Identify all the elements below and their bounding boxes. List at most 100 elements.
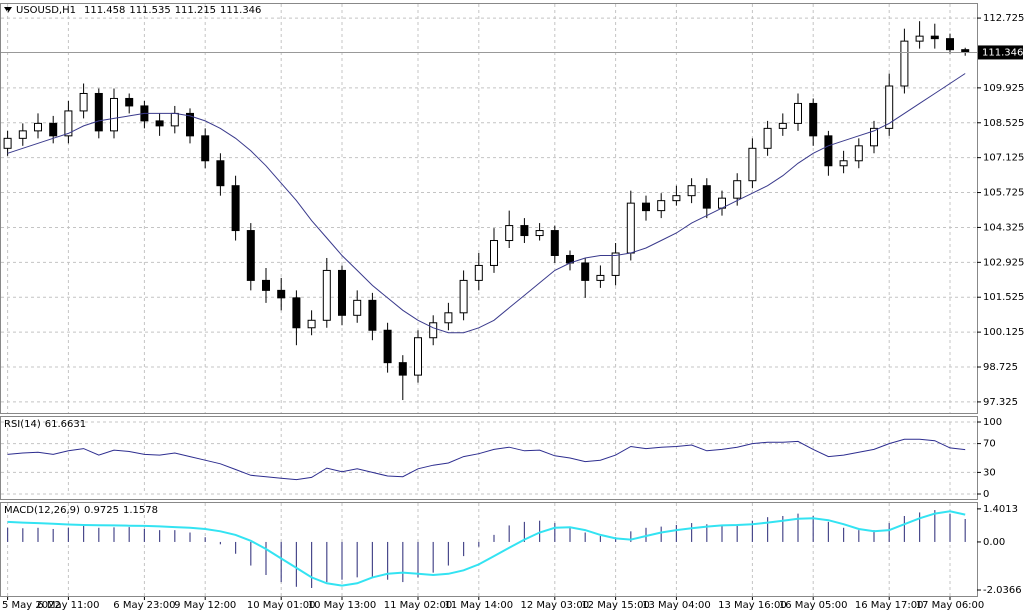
chart-title: USOUSD,H1 111.458 111.535 111.215 111.346 (16, 5, 261, 16)
candle-body (277, 289, 286, 299)
candle-body (535, 230, 544, 237)
candle-body (64, 110, 73, 137)
candle-body (490, 240, 498, 266)
candle-body (186, 112, 194, 137)
candle-body (839, 160, 848, 167)
candle-body (733, 180, 742, 199)
y-tick-label: 97.325 (983, 397, 1018, 408)
x-tick-label: 13 May 04:00 (642, 600, 711, 611)
candle-body (581, 262, 590, 281)
rsi-line (7, 438, 966, 481)
candle-body (216, 160, 225, 187)
candle-body (18, 130, 27, 139)
indicator-name: RSI(14) (4, 419, 41, 430)
candle-body (915, 35, 924, 42)
x-tick-label: 5 May 2022 (2, 600, 61, 611)
rsi-pane (0, 416, 978, 500)
current-price-box (978, 45, 1023, 60)
y-tick-label: 109.925 (983, 83, 1024, 94)
x-tick-label: 9 May 12:00 (174, 600, 236, 611)
candle-body (201, 135, 210, 162)
candle-body (459, 279, 468, 314)
candle-body (398, 362, 407, 376)
candle-body (626, 202, 635, 254)
candle-body (611, 252, 620, 276)
x-tick-label: 6 May 23:00 (113, 600, 175, 611)
candle-body (657, 200, 666, 212)
candle-body (748, 147, 757, 182)
candle-body (763, 127, 772, 149)
candle-body (854, 145, 863, 162)
y-tick-label: 112.725 (983, 13, 1024, 24)
candle-body (778, 122, 787, 129)
candle-body (94, 92, 103, 132)
candle-body (79, 92, 88, 112)
header-low: 111.215 (175, 5, 216, 16)
y-tick-label: 100.125 (983, 327, 1024, 338)
indicator-value: 0.9725 (84, 505, 119, 516)
x-tick-label: 12 May 03:00 (521, 600, 590, 611)
candle-body (474, 264, 483, 281)
candle-body (383, 329, 392, 364)
price-pane (0, 3, 978, 414)
candle-body (672, 195, 681, 202)
y-tick-label: 105.725 (983, 188, 1024, 199)
candle-body (414, 337, 422, 376)
signal-line (7, 510, 966, 587)
header-high: 111.535 (129, 5, 170, 16)
moving-average (7, 73, 966, 334)
y-tick-label: 0.00 (983, 537, 1005, 548)
candle-body (930, 35, 939, 40)
x-tick-label: 6 May 11:00 (37, 600, 99, 611)
y-tick-label: 101.525 (983, 292, 1024, 303)
x-tick-label: 10 May 01:00 (247, 600, 316, 611)
candle-body (34, 122, 42, 132)
candle-body (702, 185, 711, 209)
candle-body (596, 274, 605, 281)
candle-body (262, 279, 270, 291)
indicator-title: MACD(12,26,9) 0.9725 1.1578 (4, 505, 158, 516)
candle-body (292, 297, 301, 329)
candle-body (824, 135, 833, 167)
x-tick-label: 11 May 02:00 (384, 600, 453, 611)
x-tick-label: 11 May 14:00 (445, 600, 514, 611)
candle-body (794, 102, 802, 124)
x-tick-label: 16 May 05:00 (779, 600, 848, 611)
candle-body (900, 40, 909, 87)
current-price-label: 111.346 (982, 47, 1023, 58)
y-tick-label: 0 (983, 489, 989, 500)
candle-body (429, 322, 438, 339)
header-close: 111.346 (220, 5, 261, 16)
y-tick-label: 30 (983, 467, 996, 478)
candle-body (110, 97, 118, 132)
header-title: USOUSD,H1 (16, 5, 76, 16)
candle-body (505, 225, 514, 242)
candle-body (3, 137, 12, 149)
x-tick-label: 17 May 06:00 (916, 600, 985, 611)
indicator-value: 61.6631 (45, 419, 86, 430)
header-open: 111.458 (84, 5, 125, 16)
y-tick-label: 98.725 (983, 362, 1018, 373)
y-tick-label: 108.525 (983, 118, 1024, 129)
y-tick-label: 70 (983, 439, 996, 450)
candle-body (368, 299, 377, 331)
candle-body (125, 97, 134, 107)
y-tick-label: -2.0366 (983, 585, 1022, 596)
x-tick-label: 12 May 15:00 (581, 600, 650, 611)
candle-body (338, 269, 346, 316)
candle-body (322, 269, 331, 321)
x-tick-label: 16 May 17:00 (855, 600, 924, 611)
candle-body (687, 185, 696, 197)
candle-body (885, 85, 894, 129)
candle-body (946, 38, 954, 51)
candle-body (444, 312, 453, 324)
y-tick-label: 104.325 (983, 222, 1024, 233)
macd-pane (0, 502, 978, 597)
candle-body (246, 230, 255, 281)
y-tick-label: 102.925 (983, 257, 1024, 268)
candle-body (155, 120, 164, 127)
indicator-title: RSI(14) 61.6631 (4, 419, 86, 430)
candle-body (870, 127, 878, 147)
x-tick-label: 10 May 13:00 (308, 600, 377, 611)
